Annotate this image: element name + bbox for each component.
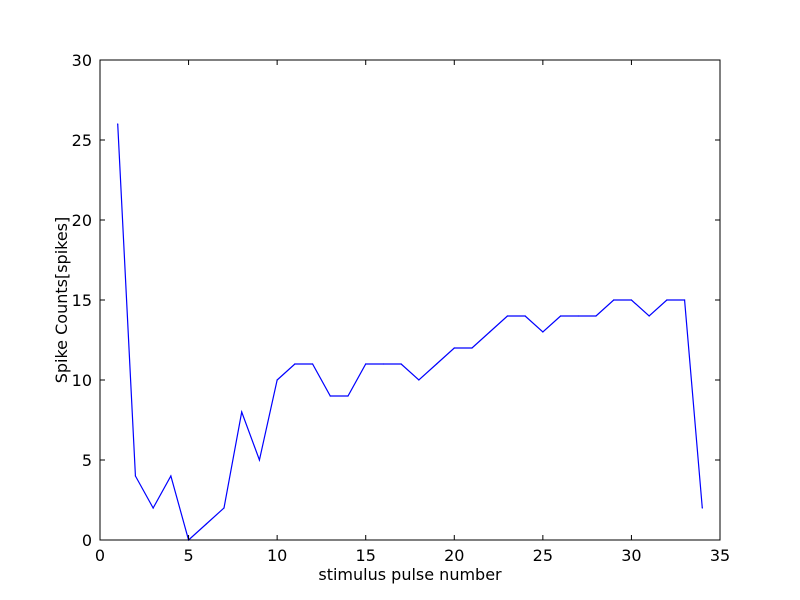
data-point xyxy=(418,379,420,381)
data-point xyxy=(400,363,402,365)
x-tick-label: 10 xyxy=(267,546,287,565)
x-tick-label: 35 xyxy=(710,546,730,565)
x-tick-label: 15 xyxy=(356,546,376,565)
y-tick-label: 15 xyxy=(72,291,92,310)
data-point xyxy=(347,395,349,397)
data-point xyxy=(701,507,703,509)
data-point xyxy=(241,411,243,413)
data-point xyxy=(276,379,278,381)
data-point xyxy=(595,315,597,317)
data-point xyxy=(435,363,438,365)
data-point xyxy=(117,123,119,125)
x-tick-label: 0 xyxy=(95,546,105,565)
y-tick-label: 0 xyxy=(82,531,92,550)
data-point xyxy=(489,331,491,333)
data-point xyxy=(524,315,526,317)
data-point xyxy=(170,475,172,477)
plot-area xyxy=(117,123,703,542)
series-line xyxy=(117,123,703,542)
data-point xyxy=(258,459,261,461)
x-axis-label: stimulus pulse number xyxy=(318,565,502,584)
data-point xyxy=(506,315,509,317)
data-point xyxy=(329,395,331,397)
data-point xyxy=(223,507,225,509)
y-tick-label: 25 xyxy=(72,131,92,150)
x-tick-label: 25 xyxy=(533,546,553,565)
data-point xyxy=(683,299,686,301)
x-tick-label: 30 xyxy=(621,546,641,565)
data-point xyxy=(134,475,137,477)
data-point xyxy=(311,363,314,365)
data-point xyxy=(542,331,544,333)
data-point xyxy=(630,299,633,301)
data-point xyxy=(577,315,579,317)
data-point xyxy=(613,299,615,301)
data-point xyxy=(453,347,455,349)
y-tick-label: 5 xyxy=(82,451,92,470)
data-point xyxy=(205,523,207,525)
y-tick-label: 30 xyxy=(72,51,92,70)
data-point xyxy=(666,299,668,301)
data-point xyxy=(382,363,385,365)
y-axis-label: Spike Counts[spikes] xyxy=(52,217,71,384)
data-point xyxy=(471,347,473,349)
x-tick-label: 5 xyxy=(183,546,193,565)
plot-frame xyxy=(99,59,721,541)
y-tick-label: 10 xyxy=(72,371,92,390)
data-point xyxy=(294,363,296,365)
axis-ticks: 0 5 10 15 20 25 30 35 0 5 10 15 20 25 30 xyxy=(72,51,731,565)
data-point xyxy=(365,363,367,365)
x-tick-label: 20 xyxy=(444,546,464,565)
data-point xyxy=(152,507,154,509)
y-tick-label: 20 xyxy=(72,211,92,230)
data-point xyxy=(648,315,650,317)
data-point xyxy=(559,315,562,317)
